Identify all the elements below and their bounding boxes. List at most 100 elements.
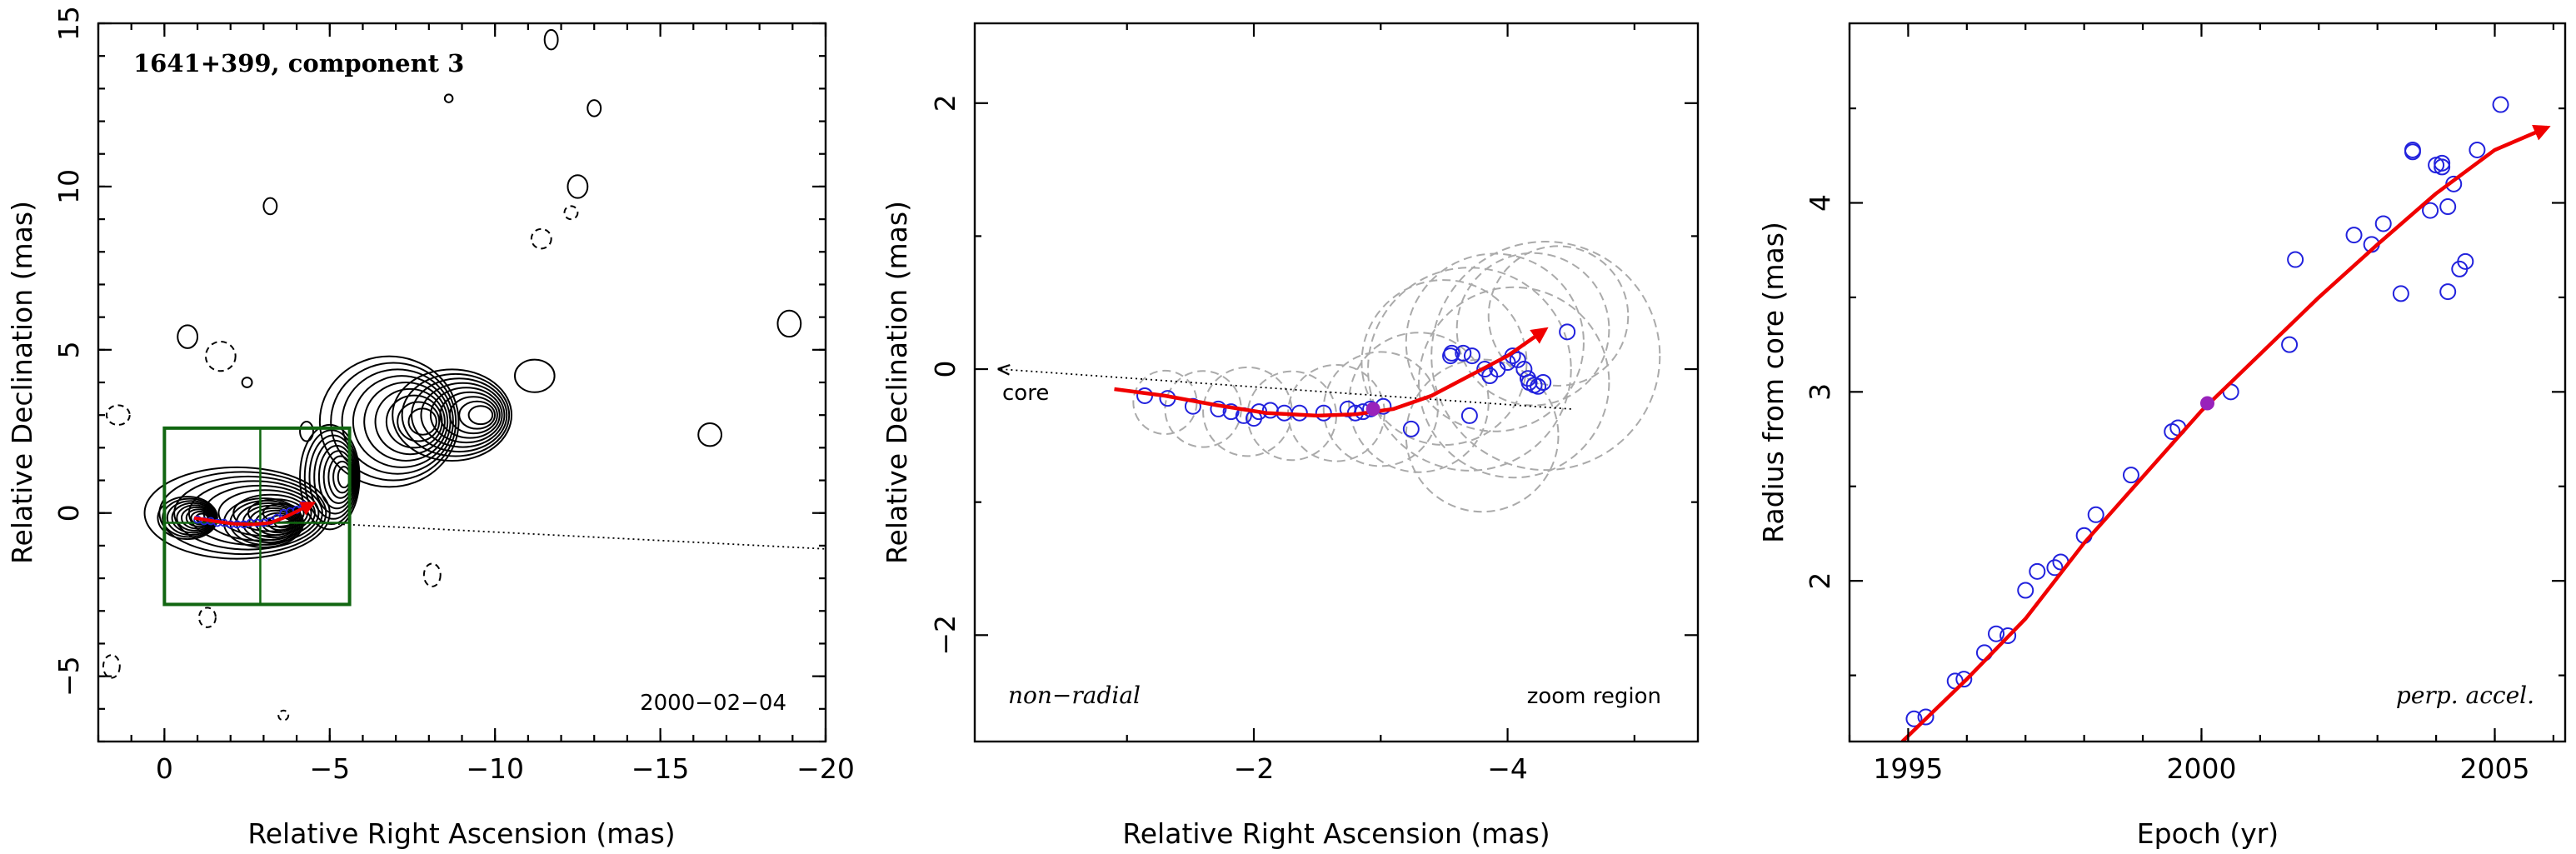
contour-level	[697, 422, 723, 447]
uncertainty-circle	[1455, 252, 1610, 407]
contour-level	[262, 197, 278, 216]
component-position	[1210, 400, 1227, 417]
component-position	[2439, 283, 2457, 301]
negative-contour	[102, 654, 121, 679]
contour-level	[299, 421, 314, 442]
y-axis-label: Radius from core (mas)	[1757, 222, 1790, 543]
negative-contour	[422, 562, 442, 587]
contour-level	[420, 382, 506, 448]
component-position	[1463, 347, 1480, 365]
radius-epoch-data	[1900, 96, 2551, 742]
contour-level	[241, 377, 253, 388]
component-position	[1222, 403, 1240, 421]
contour-level	[587, 99, 602, 117]
contour-level	[513, 358, 556, 393]
x-tick-label: −4	[1487, 752, 1528, 785]
trajectory-curve	[1114, 327, 1549, 418]
component-position	[1988, 625, 2005, 642]
contour-level	[313, 439, 357, 515]
component-position	[2469, 141, 2486, 158]
contour-level	[173, 475, 323, 551]
component-position	[1559, 323, 1576, 341]
plot-frame	[973, 22, 1700, 743]
perp-accel-label: perp. accel.	[2396, 682, 2534, 709]
x-tick-label: −10	[466, 752, 524, 785]
y-tick-label: 10	[52, 169, 85, 204]
contour-level	[429, 387, 503, 444]
y-tick-label: 0	[52, 504, 85, 522]
contour-level	[443, 93, 454, 103]
component-position	[2087, 506, 2104, 523]
y-tick-label: −2	[929, 615, 961, 656]
component-position	[1535, 374, 1552, 391]
component-position	[2492, 96, 2509, 113]
contour-level	[776, 309, 802, 338]
zoom-region-label: zoom region	[1527, 684, 1661, 709]
axis-ticks: −2 −4 −2 0 2	[929, 23, 1698, 785]
contour-level	[458, 400, 497, 430]
component-position	[1955, 671, 1973, 688]
negative-contour	[563, 205, 579, 221]
negative-contour	[198, 607, 217, 628]
component-position	[2017, 582, 2034, 599]
component-position	[2029, 562, 2046, 580]
contour-level	[411, 377, 508, 453]
component-position	[2281, 336, 2299, 353]
contour-map-data	[102, 28, 826, 722]
contour-level	[397, 401, 441, 442]
y-tick-label: −5	[52, 656, 85, 697]
component-position	[2374, 215, 2392, 232]
y-tick-label: 5	[52, 341, 85, 358]
component-position	[2287, 251, 2304, 268]
component-position	[1905, 710, 1923, 727]
contour-level	[162, 497, 217, 538]
component-position	[1402, 420, 1420, 437]
component-position	[2404, 141, 2421, 158]
y-axis-label: Relative Declination (mas)	[6, 201, 38, 564]
contour-level	[157, 496, 218, 541]
x-tick-label: −15	[632, 752, 690, 785]
x-tick-label: 2005	[2460, 752, 2530, 785]
reference-line	[312, 522, 826, 550]
uncertainty-circle	[1430, 241, 1661, 472]
x-tick-label: −20	[796, 752, 855, 785]
component-position	[2457, 252, 2474, 270]
y-axis-label: Relative Declination (mas)	[881, 201, 913, 564]
uncertainty-circle	[1487, 245, 1630, 387]
contour-level	[299, 423, 361, 531]
reference-epoch-point	[2200, 396, 2214, 411]
x-axis-label: Relative Right Ascension (mas)	[1122, 817, 1550, 850]
component-position	[2345, 227, 2363, 244]
axis-ticks: 0 −5 −10 −15 −20 −5 0 5 10 15	[52, 6, 855, 785]
uncertainty-circle	[1367, 267, 1572, 472]
component-position	[1136, 387, 1154, 404]
y-tick-label: 3	[1804, 383, 1836, 401]
component-position	[1315, 404, 1332, 422]
uncertainty-circle	[1164, 370, 1242, 448]
x-tick-label: −2	[1234, 752, 1275, 785]
core-label: core	[1002, 381, 1049, 406]
component-position	[1443, 344, 1460, 362]
contour-level	[448, 396, 498, 435]
contour-level	[330, 362, 457, 482]
x-tick-label: −5	[309, 752, 350, 785]
contour-level	[166, 500, 216, 536]
date-annotation: 2000−02−04	[640, 691, 786, 716]
component-position	[2122, 467, 2139, 484]
component-position	[2046, 559, 2064, 577]
y-tick-label: 2	[929, 94, 961, 112]
axis-ticks: 1995 2000 2005 2 3 4	[1804, 23, 2565, 785]
component-position	[2434, 154, 2451, 172]
contour-level	[171, 502, 215, 534]
component-position	[2439, 198, 2457, 216]
component-position	[1509, 351, 1526, 368]
component-position	[1530, 377, 1547, 395]
component-position	[2422, 202, 2439, 219]
negative-contour	[105, 404, 131, 426]
component-position	[2392, 285, 2409, 302]
plot-frame	[1848, 22, 2567, 743]
chart-title: 1641+399, component 3	[133, 49, 464, 77]
negative-contour	[204, 341, 237, 372]
component-position	[1184, 397, 1201, 415]
